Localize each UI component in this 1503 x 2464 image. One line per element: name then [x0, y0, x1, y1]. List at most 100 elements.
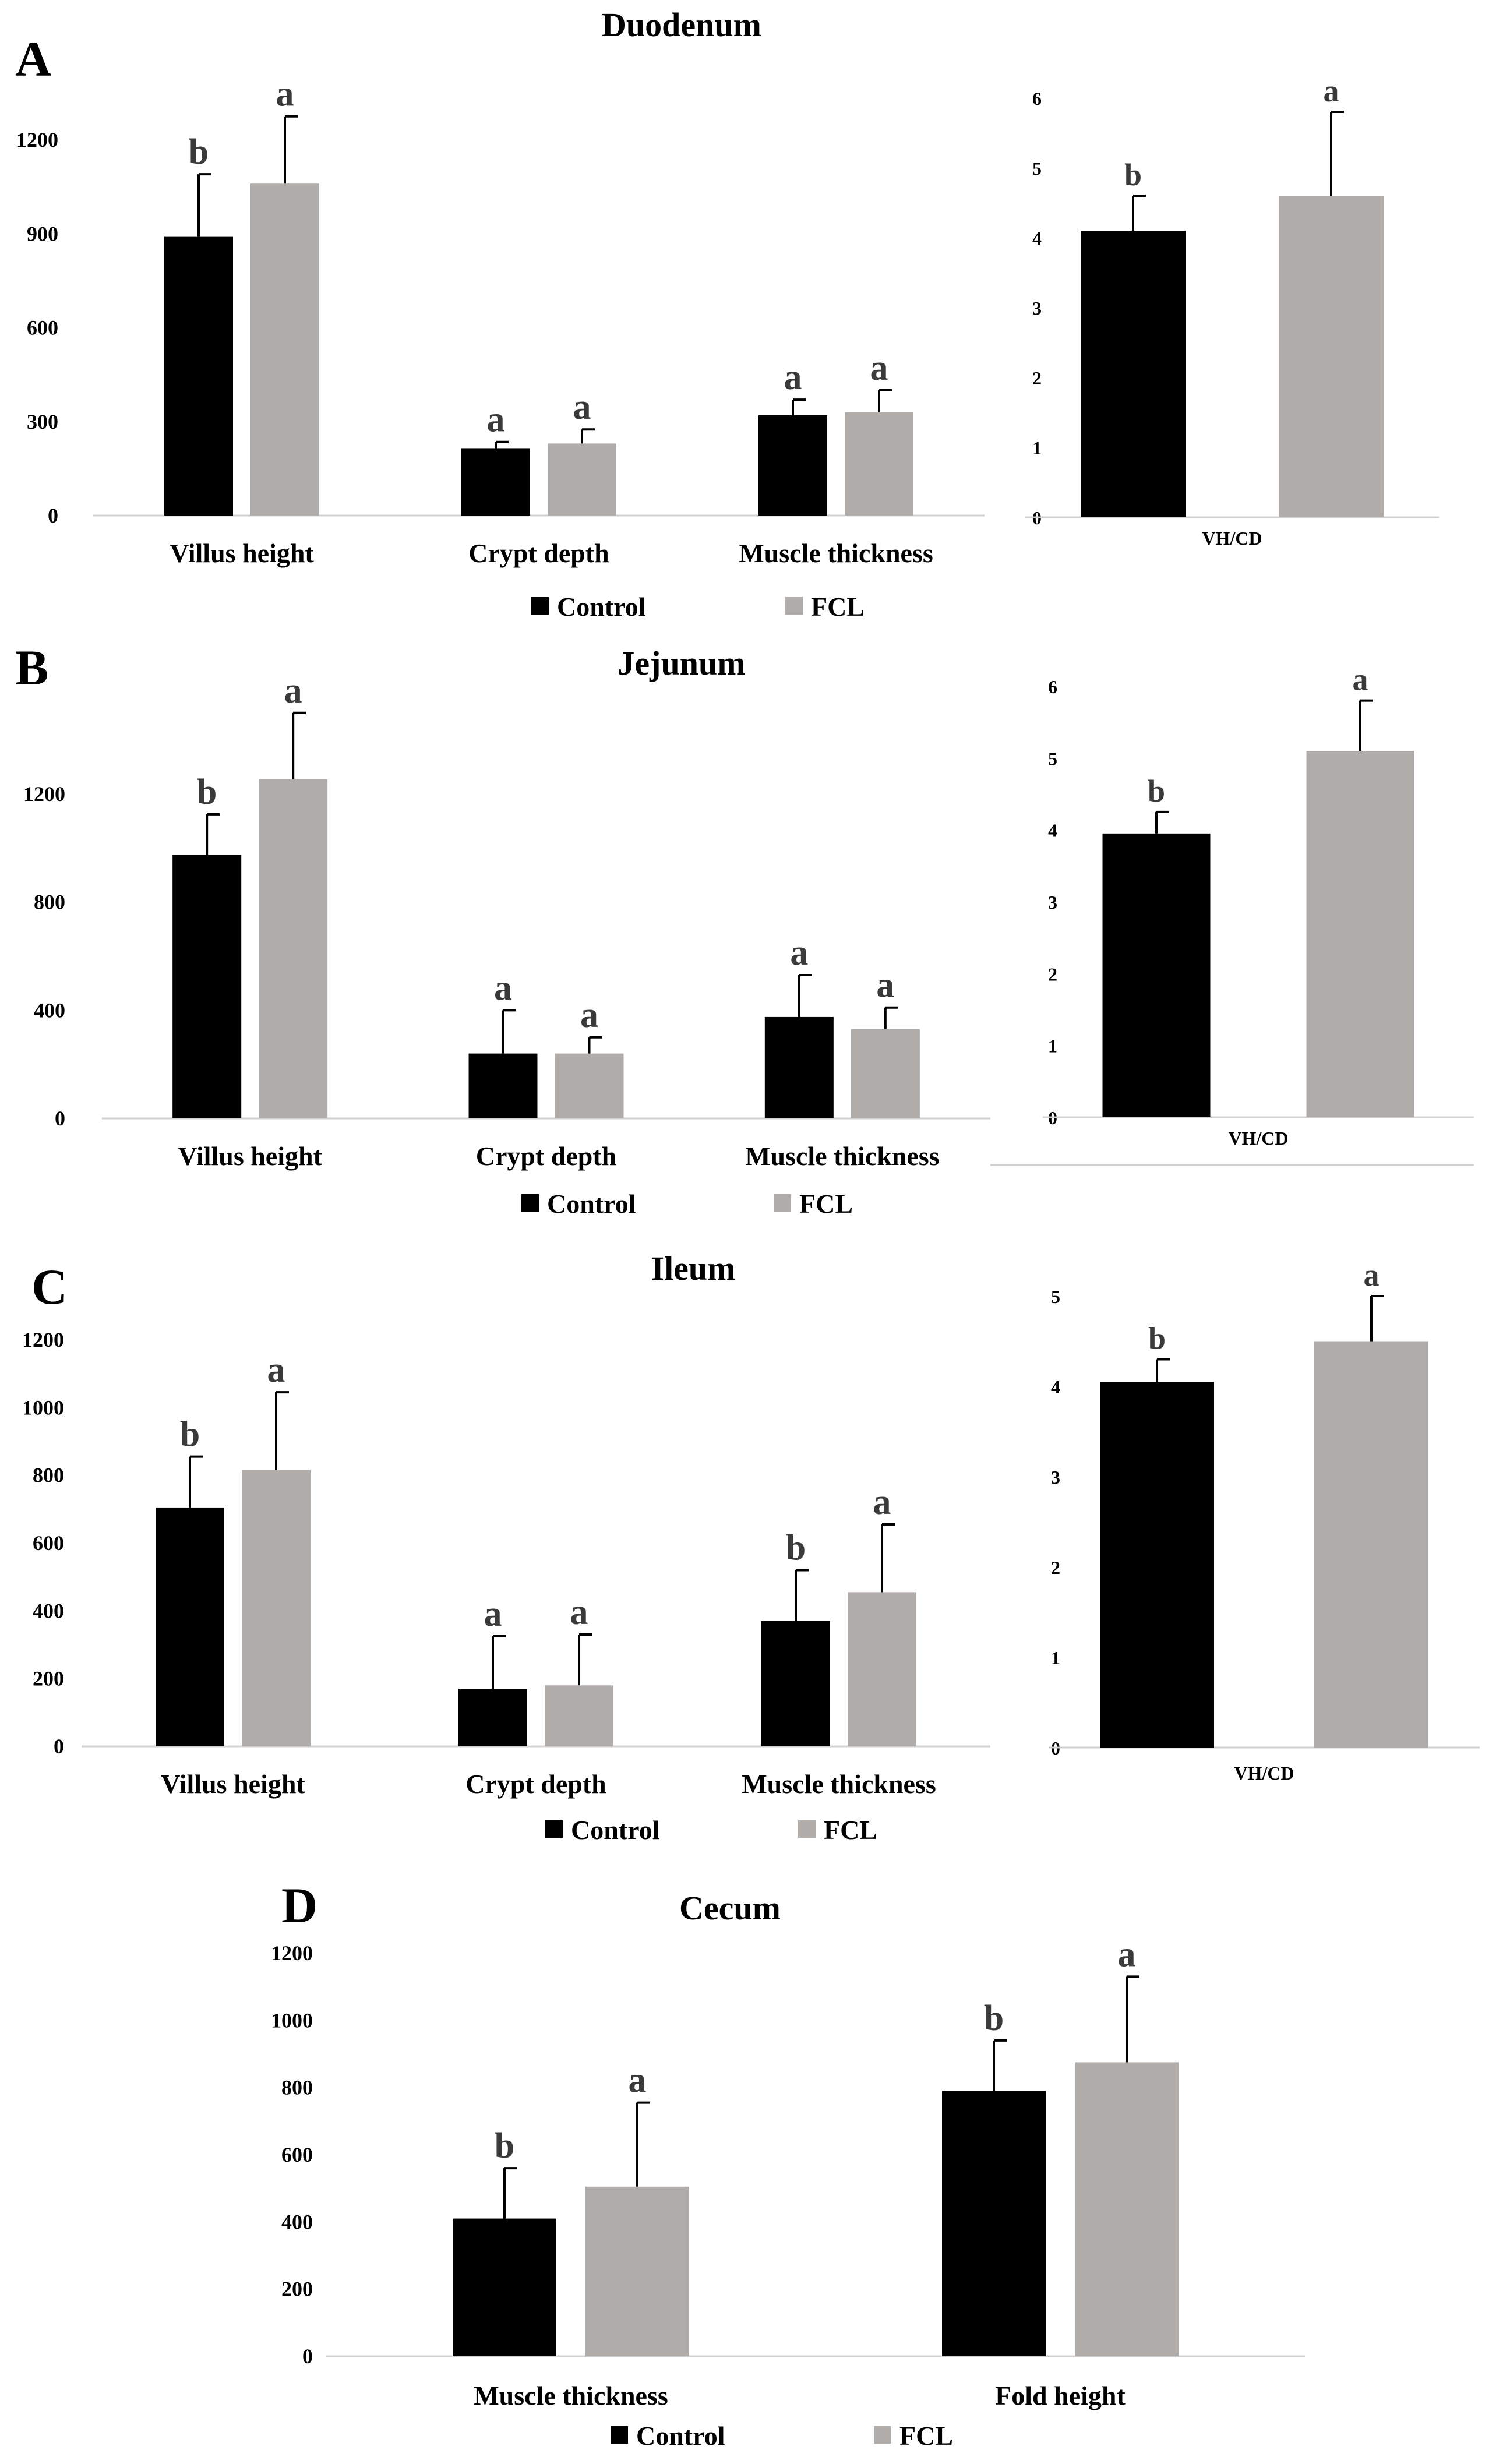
- significance-letter-control-vh-cd: b: [1148, 774, 1165, 809]
- significance-letter-fcl-vh-cd: a: [1324, 73, 1339, 108]
- cecum-main-chart: 0 200 400 600 800 1000 1200 Muscle thickness b a F…: [271, 1935, 1305, 2410]
- y-tick-label: 0: [54, 1735, 64, 1758]
- y-tick-label: 1200: [23, 782, 65, 806]
- panel-c-title: Ileum: [651, 1249, 736, 1287]
- legend-control-swatch: [531, 597, 549, 615]
- category-label-crypt-depth: Crypt depth: [476, 1141, 617, 1171]
- legend-fcl-swatch: [774, 1194, 791, 1212]
- bar-control-crypt-depth: [468, 1053, 538, 1118]
- y-tick-label: 1000: [22, 1396, 64, 1419]
- bar-control-muscle-thickness: [758, 415, 827, 516]
- y-tick-label: 0: [55, 1107, 65, 1130]
- jejunum-main-chart: 0 400 800 1200 Villus height b a Crypt depth a a M…: [23, 671, 990, 1171]
- legend-control-swatch: [545, 1820, 563, 1838]
- category-label-crypt-depth: Crypt depth: [465, 1769, 606, 1799]
- y-tick-label: 800: [281, 2076, 313, 2099]
- bar-fcl-fold-height: [1075, 2062, 1179, 2356]
- panel-a-title: Duodenum: [602, 6, 761, 44]
- bar-control-vh-cd: [1081, 231, 1186, 517]
- bar-control-crypt-depth: [458, 1689, 527, 1746]
- bar-control-villus-height: [172, 855, 242, 1118]
- panel-b: B Jejunum 0 400 800 1200 Villus height b a Cryp…: [15, 640, 1474, 1219]
- bar-fcl-vh-cd: [1314, 1341, 1428, 1748]
- significance-letter-control-muscle-thickness: a: [790, 933, 808, 973]
- significance-letter-control-fold-height: b: [984, 1999, 1004, 2038]
- legend-control-label: Control: [557, 592, 646, 622]
- significance-letter-fcl-fold-height: a: [1118, 1935, 1136, 1974]
- bar-fcl-vh-cd: [1279, 196, 1384, 517]
- y-tick-label: 2: [1032, 368, 1042, 389]
- y-tick-label: 600: [27, 316, 58, 340]
- legend-control-swatch: [521, 1194, 539, 1212]
- significance-letter-control-crypt-depth: a: [487, 400, 505, 440]
- significance-letter-control-villus-height: b: [180, 1415, 200, 1455]
- y-tick-label: 0: [48, 504, 58, 527]
- bar-fcl-crypt-depth: [555, 1053, 624, 1118]
- y-tick-label: 3: [1032, 298, 1042, 319]
- panel-d: D Cecum 0 200 400 600 800 1000 1200 Muscle thic…: [271, 1877, 1305, 2451]
- bar-fcl-villus-height: [259, 779, 328, 1118]
- bar-fcl-muscle-thickness: [845, 412, 913, 516]
- duodenum-main-chart: 0 300 600 900 1200 Villus height b a Crypt depth…: [16, 75, 985, 568]
- y-tick-label: 3: [1048, 892, 1057, 913]
- bar-control-crypt-depth: [461, 448, 530, 516]
- significance-letter-control-villus-height: b: [197, 772, 217, 812]
- y-tick-label: 800: [33, 1464, 64, 1487]
- category-label-fold-height: Fold height: [995, 2381, 1126, 2410]
- category-label-crypt-depth: Crypt depth: [468, 538, 609, 568]
- y-tick-label: 1200: [16, 128, 58, 151]
- y-tick-label: 6: [1032, 88, 1042, 109]
- bar-control-vh-cd: [1100, 1382, 1214, 1748]
- category-label-villus-height: Villus height: [178, 1141, 322, 1171]
- bar-fcl-villus-height: [242, 1470, 311, 1746]
- significance-letter-fcl-muscle-thickness: a: [870, 348, 888, 388]
- y-tick-label: 900: [27, 222, 58, 245]
- y-tick-label: 200: [33, 1667, 64, 1690]
- significance-letter-fcl-muscle-thickness: a: [629, 2061, 647, 2101]
- significance-letter-fcl-crypt-depth: a: [573, 387, 591, 427]
- panel-b-title: Jejunum: [618, 644, 745, 682]
- y-tick-label: 0: [302, 2345, 313, 2368]
- y-tick-label: 2: [1048, 963, 1057, 984]
- legend-fcl-swatch: [874, 2426, 891, 2444]
- category-label-vh-cd: VH/CD: [1202, 528, 1262, 549]
- y-tick-label: 3: [1051, 1467, 1060, 1488]
- y-tick-label: 600: [33, 1531, 64, 1555]
- significance-letter-fcl-vh-cd: a: [1353, 662, 1368, 697]
- legend-control-swatch: [611, 2426, 628, 2444]
- bar-fcl-crypt-depth: [548, 443, 616, 516]
- y-tick-label: 4: [1048, 820, 1057, 841]
- bar-control-muscle-thickness: [764, 1016, 834, 1118]
- y-tick-label: 600: [281, 2143, 313, 2166]
- legend-fcl-label: FCL: [799, 1189, 853, 1219]
- category-label-vh-cd: VH/CD: [1234, 1763, 1294, 1784]
- y-tick-label: 5: [1032, 158, 1042, 179]
- significance-letter-control-vh-cd: b: [1124, 157, 1142, 192]
- significance-letter-fcl-crypt-depth: a: [570, 1593, 588, 1632]
- bar-fcl-crypt-depth: [545, 1685, 613, 1746]
- significance-letter-fcl-villus-height: a: [284, 671, 302, 711]
- y-tick-label: 400: [33, 1599, 64, 1622]
- y-tick-label: 1: [1048, 1036, 1057, 1057]
- significance-letter-control-vh-cd: b: [1148, 1321, 1166, 1356]
- significance-letter-control-muscle-thickness: b: [495, 2126, 514, 2166]
- y-tick-label: 1000: [271, 2008, 313, 2032]
- bar-fcl-vh-cd: [1306, 751, 1414, 1117]
- significance-letter-control-muscle-thickness: b: [786, 1528, 806, 1568]
- panel-c-letter: C: [31, 1259, 68, 1315]
- category-label-muscle-thickness: Muscle thickness: [739, 538, 933, 568]
- y-tick-label: 4: [1051, 1376, 1060, 1397]
- significance-letter-fcl-crypt-depth: a: [580, 996, 598, 1035]
- y-tick-label: 200: [281, 2278, 313, 2301]
- legend-control-label: Control: [636, 2421, 725, 2451]
- category-label-villus-height: Villus height: [170, 538, 314, 568]
- significance-letter-fcl-villus-height: a: [276, 75, 294, 114]
- category-label-vh-cd: VH/CD: [1228, 1128, 1288, 1149]
- ileum-main-chart: 0 200 400 600 800 1000 1200 Villus height b a Cryp…: [22, 1328, 990, 1799]
- legend-fcl-label: FCL: [824, 1815, 877, 1845]
- panel-d-letter: D: [281, 1877, 317, 1933]
